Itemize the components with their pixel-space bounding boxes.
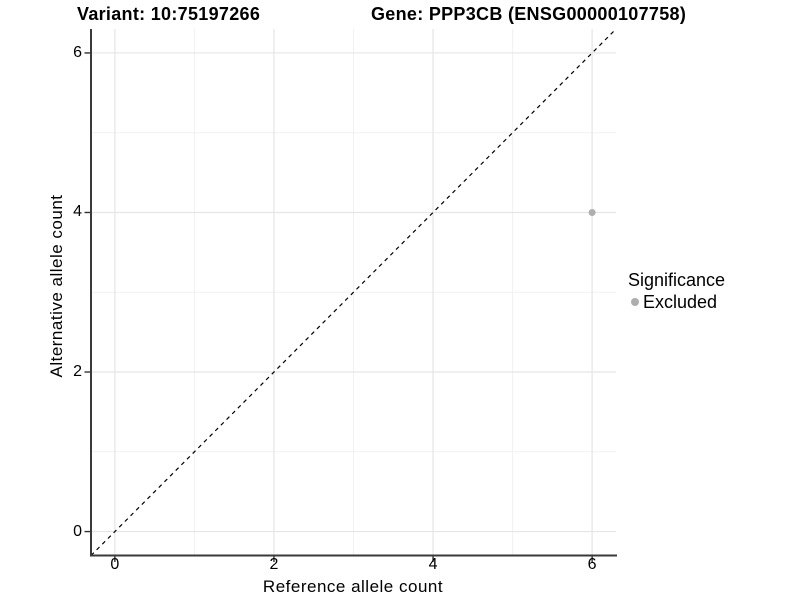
legend-item: Excluded (631, 292, 725, 312)
legend-item-label: Excluded (643, 292, 718, 312)
x-tick-label: 4 (428, 556, 438, 573)
legend-title: Significance (628, 270, 726, 290)
x-tick-label: 2 (269, 556, 279, 573)
plot-title-gene: Gene: PPP3CB (ENSG00000107758) (371, 4, 687, 24)
x-axis-label: Reference allele count (262, 577, 444, 596)
legend-point-icon (631, 298, 639, 306)
legend: Significance Excluded (628, 270, 725, 312)
y-tick-label: 2 (73, 363, 82, 381)
plot-title-variant: Variant: 10:75197266 (77, 4, 261, 24)
data-point (588, 208, 596, 216)
y-axis-label: Alternative allele count (47, 194, 66, 378)
y-tick-label: 6 (73, 43, 82, 61)
y-tick-label: 4 (73, 203, 82, 221)
x-tick-label: 0 (110, 556, 120, 573)
x-tick-label: 6 (587, 556, 597, 573)
identity-dashed-line (90, 28, 617, 556)
y-tick-label: 0 (73, 522, 82, 540)
